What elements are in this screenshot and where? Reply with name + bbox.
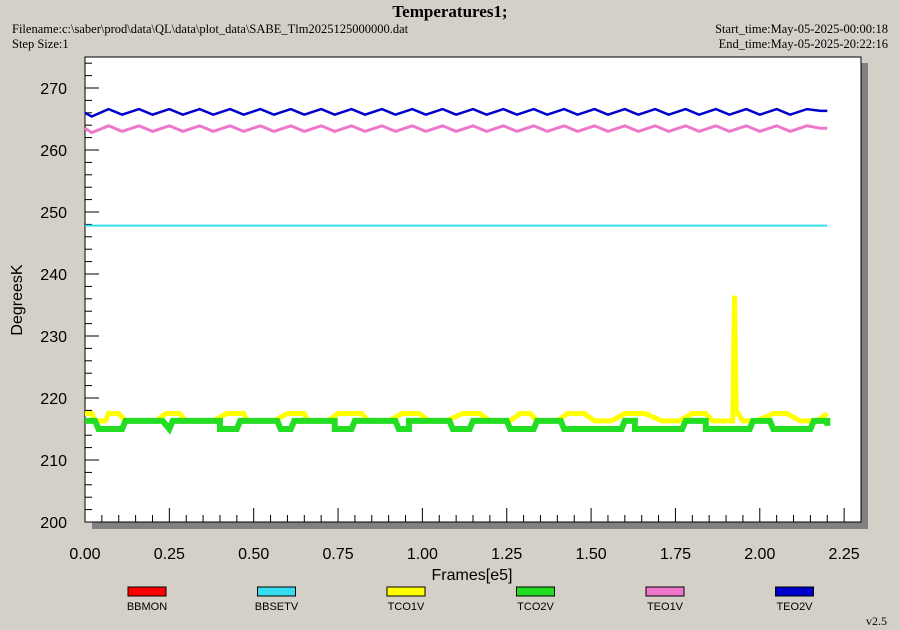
x-tick-label: 1.25 bbox=[491, 546, 522, 563]
x-tick-label: 2.00 bbox=[744, 546, 775, 563]
x-tick-label: 2.25 bbox=[829, 546, 860, 563]
step-size-label: Step Size:1 bbox=[12, 37, 69, 51]
x-tick-label: 0.75 bbox=[322, 546, 353, 563]
x-tick-label: 0.50 bbox=[238, 546, 269, 563]
x-tick-label: 0.25 bbox=[154, 546, 185, 563]
y-tick-labels: 200 210 220 230 240 250 260 270 bbox=[40, 81, 67, 532]
legend-label-tco1v: TCO1V bbox=[388, 601, 425, 613]
series-line-teo2v bbox=[84, 107, 828, 118]
series-line-teo1v bbox=[84, 124, 828, 135]
y-tick-label: 220 bbox=[40, 391, 67, 408]
y-tick-label: 270 bbox=[40, 81, 67, 98]
version-label: v2.5 bbox=[866, 614, 887, 628]
x-tick-label: 1.75 bbox=[660, 546, 691, 563]
legend-label-bbmon: BBMON bbox=[127, 601, 167, 613]
y-axis-label: DegreesK bbox=[9, 264, 26, 335]
x-tick-label: 1.00 bbox=[407, 546, 438, 563]
legend-label-bbsetv: BBSETV bbox=[255, 601, 299, 613]
y-tick-label: 260 bbox=[40, 143, 67, 160]
series-line-tco2v bbox=[85, 417, 831, 435]
x-tick-labels: 0.00 0.25 0.50 0.75 1.00 1.25 1.50 1.75 2.00 2.25 bbox=[69, 546, 859, 563]
plot-area bbox=[84, 56, 862, 523]
legend-swatch-tco2v bbox=[516, 586, 555, 597]
legend-label-tco2v: TCO2V bbox=[517, 601, 554, 613]
legend-swatch-bbsetv bbox=[257, 586, 296, 597]
y-tick-label: 240 bbox=[40, 267, 67, 284]
series-layer bbox=[84, 107, 831, 435]
x-tick-label: 1.50 bbox=[576, 546, 607, 563]
series-line-tco1v bbox=[85, 295, 829, 424]
x-tick-label: 0.00 bbox=[69, 546, 100, 563]
y-tick-label: 250 bbox=[40, 205, 67, 222]
start-time-label: Start_time:May-05-2025-00:00:18 bbox=[715, 22, 888, 36]
end-time-label: End_time:May-05-2025-20:22:16 bbox=[718, 37, 888, 51]
axis-ticks bbox=[84, 62, 862, 523]
chart-title: Temperatures1; bbox=[392, 2, 508, 21]
legend-swatch-tco1v bbox=[386, 586, 426, 597]
legend-swatch-teo2v bbox=[775, 586, 814, 597]
y-tick-label: 230 bbox=[40, 329, 67, 346]
filename-label: Filename:c:\saber\prod\data\QL\data\plot… bbox=[12, 22, 409, 36]
legend-swatch-teo1v bbox=[645, 586, 685, 597]
legend-swatch-bbmon bbox=[127, 586, 167, 597]
y-tick-label: 210 bbox=[40, 453, 67, 470]
legend-label-teo2v: TEO2V bbox=[776, 601, 813, 613]
legend-label-teo1v: TEO1V bbox=[647, 601, 684, 613]
x-axis-label: Frames[e5] bbox=[432, 567, 513, 584]
y-tick-label: 200 bbox=[40, 515, 67, 532]
legend: BBMON BBSETV TCO1V TCO2V TEO1V TEO2V bbox=[127, 586, 814, 613]
